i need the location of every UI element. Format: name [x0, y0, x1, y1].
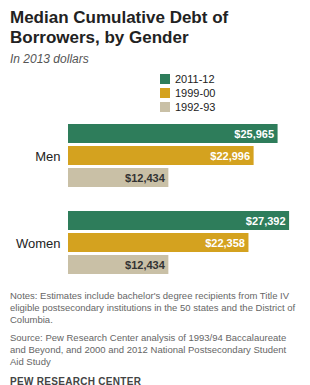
html-text:2011-12: 2011-12	[175, 73, 215, 85]
svg-text:$25,965: $25,965	[234, 128, 274, 140]
html-text:In 2013 dollars: In 2013 dollars	[10, 52, 89, 66]
html-text:1992-93: 1992-93	[175, 101, 216, 113]
html-text:Notes: Estimates include bache: Notes: Estimates include bachelor's degr…	[10, 290, 296, 325]
svg-text:Women: Women	[16, 236, 61, 251]
svg-text:$27,392: $27,392	[246, 215, 286, 227]
html-text:Source: Pew Research Center an: Source: Pew Research Center analysis of …	[10, 332, 287, 367]
svg-text:$22,996: $22,996	[210, 150, 250, 162]
svg-text:$12,434: $12,434	[125, 259, 166, 271]
html-text:1999-00: 1999-00	[175, 87, 216, 99]
svg-text:$12,434: $12,434	[125, 172, 166, 184]
svg-text:$22,358: $22,358	[205, 237, 245, 249]
html-text:Median Cumulative Debt of Borr: Median Cumulative Debt of Borrowers, by …	[10, 8, 229, 47]
svg-text:Men: Men	[35, 149, 60, 164]
